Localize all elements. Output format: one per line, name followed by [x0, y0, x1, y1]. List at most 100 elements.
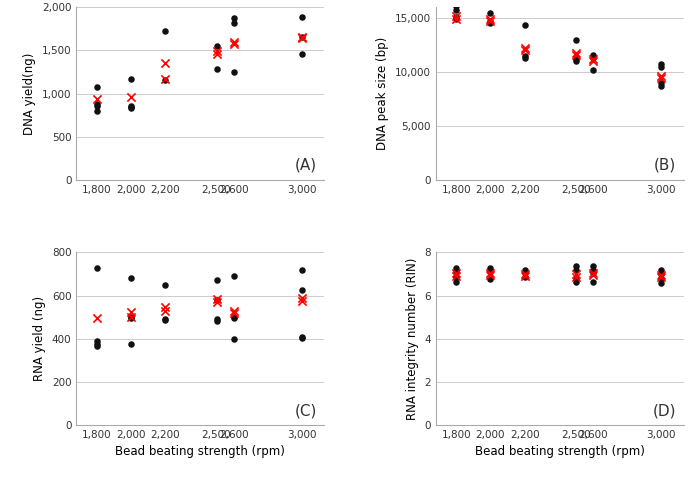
- Point: [587, 57, 598, 65]
- Point: [296, 294, 307, 301]
- Point: [519, 266, 530, 273]
- Point: [570, 51, 582, 58]
- Point: [587, 67, 598, 74]
- Point: [126, 340, 137, 348]
- Point: [485, 266, 496, 273]
- Point: [126, 93, 137, 101]
- Point: [485, 9, 496, 16]
- Point: [296, 266, 307, 273]
- Point: [160, 281, 171, 289]
- Y-axis label: DNA peak size (bp): DNA peak size (bp): [376, 37, 389, 150]
- Point: [450, 15, 462, 23]
- Point: [92, 337, 103, 345]
- Point: [92, 95, 103, 102]
- Point: [126, 313, 137, 321]
- Point: [296, 297, 307, 305]
- Point: [296, 33, 307, 41]
- Point: [160, 75, 171, 83]
- Point: [450, 7, 462, 14]
- Point: [656, 271, 667, 279]
- Point: [160, 303, 171, 311]
- Point: [656, 72, 667, 80]
- Point: [211, 47, 222, 55]
- Point: [228, 272, 239, 280]
- Point: [656, 60, 667, 68]
- Point: [519, 269, 530, 277]
- Point: [296, 13, 307, 21]
- Text: (B): (B): [654, 158, 676, 173]
- Point: [587, 55, 598, 63]
- Point: [211, 277, 222, 284]
- Point: [126, 103, 137, 111]
- Point: [656, 270, 667, 278]
- Point: [160, 76, 171, 84]
- Text: (A): (A): [295, 158, 316, 173]
- Point: [519, 21, 530, 29]
- Point: [92, 314, 103, 322]
- Point: [92, 264, 103, 271]
- Point: [656, 274, 667, 282]
- Point: [211, 66, 222, 73]
- Point: [211, 296, 222, 304]
- Point: [228, 40, 239, 48]
- X-axis label: Bead beating strength (rpm): Bead beating strength (rpm): [475, 445, 645, 458]
- Point: [570, 275, 582, 283]
- Point: [656, 273, 667, 281]
- Point: [126, 75, 137, 83]
- Point: [485, 275, 496, 283]
- Point: [656, 82, 667, 90]
- Point: [656, 74, 667, 82]
- Point: [450, 14, 462, 22]
- Point: [160, 59, 171, 67]
- Point: [211, 42, 222, 50]
- Point: [228, 309, 239, 317]
- Point: [570, 263, 582, 270]
- Point: [126, 274, 137, 282]
- Point: [92, 102, 103, 110]
- Point: [296, 286, 307, 294]
- Y-axis label: RNA yield (ng): RNA yield (ng): [33, 296, 46, 381]
- Point: [228, 68, 239, 76]
- Point: [570, 273, 582, 281]
- Point: [587, 269, 598, 277]
- Point: [126, 104, 137, 112]
- Point: [211, 298, 222, 306]
- Point: [485, 268, 496, 276]
- Point: [519, 52, 530, 60]
- Point: [656, 79, 667, 86]
- Point: [450, 272, 462, 280]
- Point: [450, 269, 462, 277]
- Point: [485, 264, 496, 271]
- Point: [519, 46, 530, 54]
- Point: [228, 314, 239, 322]
- Point: [296, 334, 307, 341]
- Point: [570, 54, 582, 61]
- Point: [485, 15, 496, 23]
- Point: [211, 295, 222, 303]
- Point: [92, 100, 103, 108]
- Point: [92, 83, 103, 91]
- X-axis label: Bead beating strength (rpm): Bead beating strength (rpm): [115, 445, 285, 458]
- Y-axis label: RNA integrity number (RIN): RNA integrity number (RIN): [406, 257, 418, 420]
- Text: (D): (D): [652, 403, 676, 418]
- Point: [228, 335, 239, 342]
- Point: [211, 50, 222, 58]
- Point: [587, 266, 598, 273]
- Point: [450, 264, 462, 271]
- Point: [160, 315, 171, 323]
- Y-axis label: DNA yield(ng): DNA yield(ng): [24, 52, 36, 135]
- Point: [228, 14, 239, 22]
- Point: [519, 44, 530, 52]
- Point: [450, 278, 462, 285]
- Point: [485, 17, 496, 25]
- Point: [228, 19, 239, 27]
- Point: [519, 273, 530, 281]
- Point: [485, 17, 496, 25]
- Point: [126, 102, 137, 110]
- Point: [126, 308, 137, 315]
- Point: [211, 318, 222, 326]
- Point: [228, 38, 239, 45]
- Point: [587, 263, 598, 270]
- Point: [485, 271, 496, 279]
- Point: [92, 342, 103, 350]
